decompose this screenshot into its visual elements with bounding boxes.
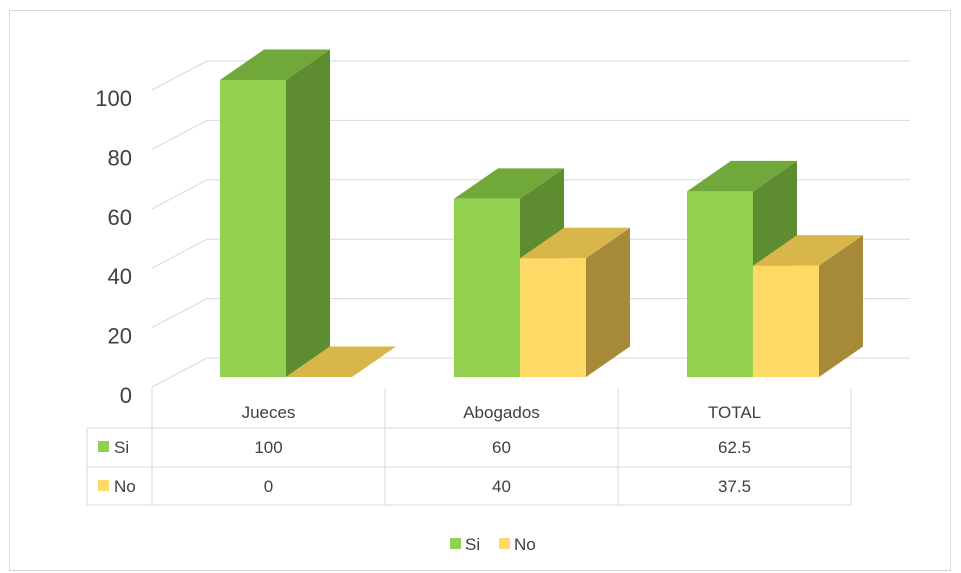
bar-front: [687, 191, 753, 377]
y-tick-label-20: 20: [108, 324, 132, 349]
bar-top: [687, 160, 797, 192]
y-tick-label-0: 0: [120, 383, 132, 408]
table-value-no-total: 37.5: [718, 477, 751, 496]
bar-top: [454, 168, 564, 199]
table-value-si-total: 62.5: [718, 438, 751, 457]
bar-front: [753, 265, 819, 377]
legend-label-si: Si: [465, 535, 480, 554]
bar-front: [520, 258, 586, 377]
category-label-total: TOTAL: [708, 403, 761, 422]
legend-key-no: [499, 538, 510, 549]
bar-top: [220, 49, 330, 80]
table-series-label-si: Si: [114, 438, 129, 457]
bar-front: [454, 198, 520, 377]
y-tick-label-60: 60: [108, 205, 132, 230]
table-value-si-abogados: 60: [492, 438, 511, 457]
category-label-abogados: Abogados: [463, 403, 540, 422]
y-axis-tick-labels: 0 20 40 60 80 100: [95, 86, 132, 408]
bar-layer: [220, 49, 863, 378]
table-series-label-no: No: [114, 477, 136, 496]
legend: Si No: [450, 535, 536, 554]
bar-top: [286, 346, 396, 377]
bar-top: [520, 227, 630, 259]
bar-front: [220, 80, 286, 377]
bar-side: [286, 49, 330, 378]
bar-si-jueces: [220, 49, 330, 378]
legend-label-no: No: [514, 535, 536, 554]
bar-side: [819, 235, 863, 377]
bar-no-jueces: [286, 346, 396, 377]
data-table: Jueces Abogados TOTAL Si 100 60 62.5 No 0 40 37.5: [86, 388, 852, 506]
category-label-jueces: Jueces: [242, 403, 296, 422]
gridline-depth-20: [151, 298, 208, 329]
gridline-depth-80: [151, 119, 208, 150]
table-value-no-jueces: 0: [264, 477, 273, 496]
gridline-depth-0: [151, 357, 208, 388]
bar-no-total: [753, 235, 863, 377]
table-legend-key-no: [98, 480, 109, 491]
legend-key-si: [450, 538, 461, 549]
table-legend-key-si: [98, 441, 109, 452]
bar-side: [586, 227, 630, 377]
y-tick-label-100: 100: [95, 86, 132, 111]
table-value-no-abogados: 40: [492, 477, 511, 496]
bar-no-abogados: [520, 227, 630, 377]
y-tick-label-40: 40: [108, 264, 132, 289]
gridline-depth-60: [151, 179, 208, 210]
gridline-depth-40: [151, 238, 208, 269]
gridline-depth-100: [151, 60, 208, 91]
table-value-si-jueces: 100: [254, 438, 282, 457]
bar-top: [753, 235, 863, 266]
y-tick-label-80: 80: [108, 145, 132, 170]
